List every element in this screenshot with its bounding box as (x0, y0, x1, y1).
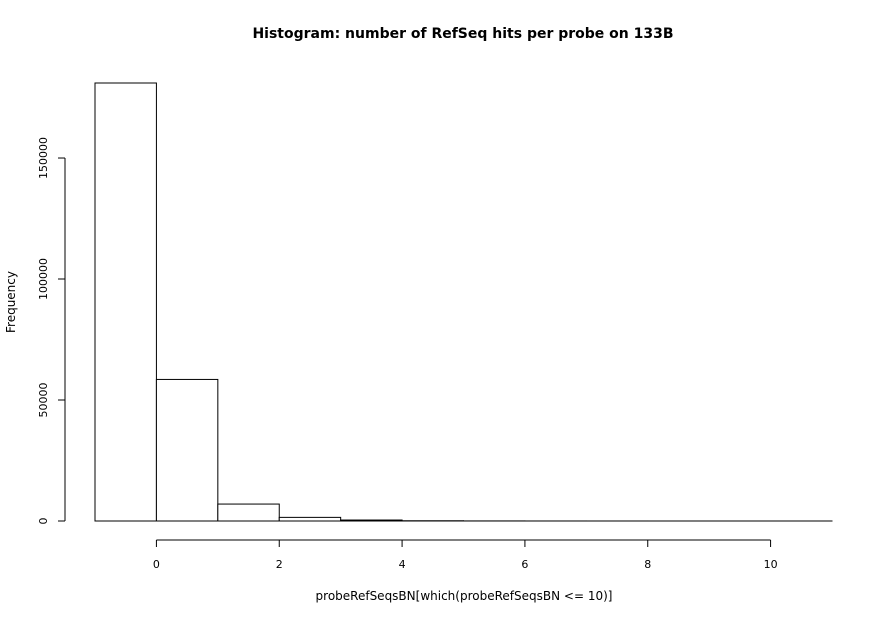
y-tick-label: 50000 (37, 383, 50, 418)
y-tick-label: 150000 (37, 137, 50, 179)
histogram-bar (340, 519, 403, 522)
histogram-bar (278, 516, 342, 522)
y-tick-label: 0 (37, 518, 50, 525)
chart-title: Histogram: number of RefSeq hits per pro… (252, 26, 673, 42)
x-tick-label: 10 (764, 558, 778, 571)
bars-group (94, 82, 833, 522)
histogram-bar (94, 82, 157, 522)
x-tick-label: 4 (399, 558, 406, 571)
x-axis: 0 2 4 6 8 10 (153, 539, 778, 571)
y-axis-label: Frequency (4, 271, 18, 333)
x-tick-label: 2 (276, 558, 283, 571)
x-tick-label: 6 (521, 558, 528, 571)
histogram-bar (155, 378, 219, 522)
histogram-bar (217, 503, 280, 522)
x-tick-label: 8 (644, 558, 651, 571)
x-tick-label: 0 (153, 558, 160, 571)
x-axis-label: probeRefSeqsBN[which(probeRefSeqsBN <= 1… (316, 589, 613, 603)
y-tick-label: 100000 (37, 258, 50, 300)
y-axis: 0 50000 100000 150000 (37, 137, 66, 525)
